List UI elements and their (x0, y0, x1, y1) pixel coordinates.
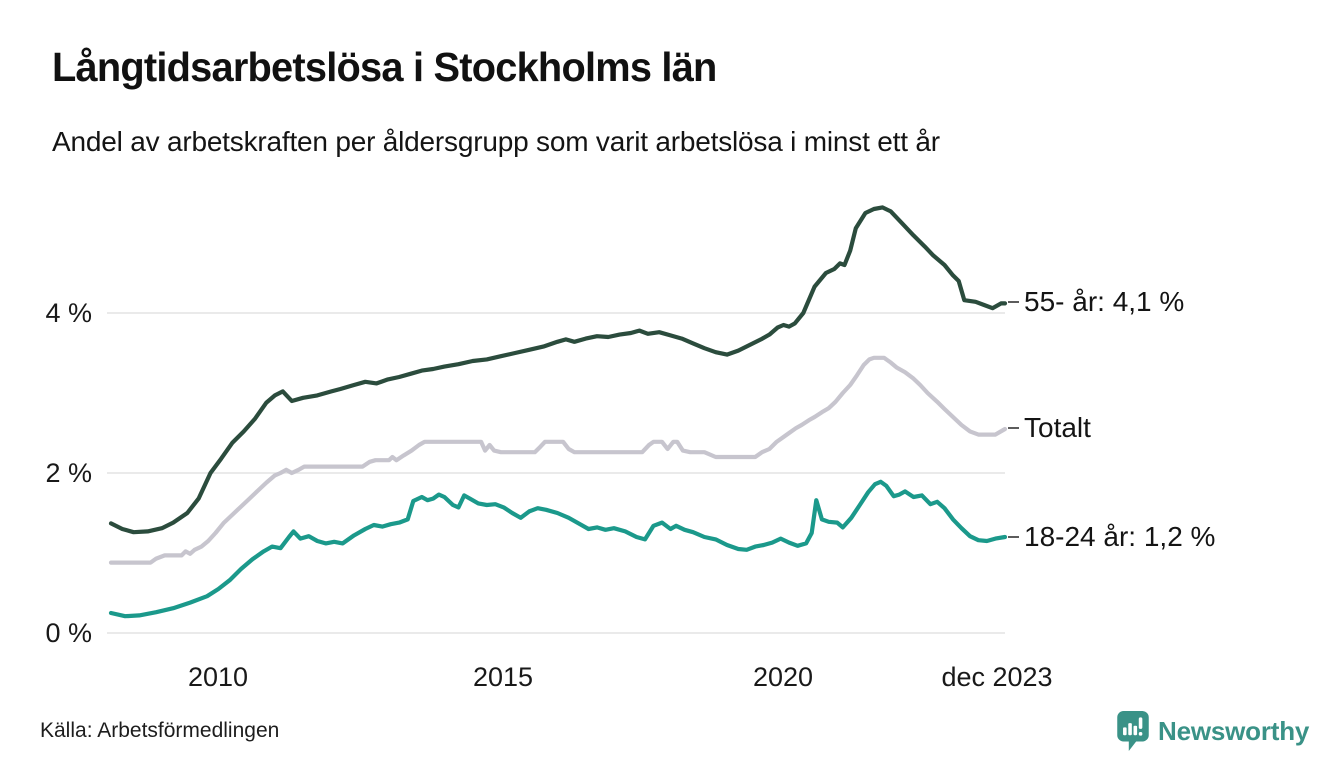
x-axis-label-2010: 2010 (187, 662, 249, 692)
label-tick-dash (1008, 426, 1019, 430)
page-subtitle: Andel av arbetskraften per åldersgrupp s… (52, 126, 940, 157)
y-axis-label-2: 2 % (45, 458, 92, 488)
x-axis-label-2020: 2020 (752, 662, 814, 692)
source-attribution: Källa: Arbetsförmedlingen (40, 719, 280, 742)
y-axis-label-0: 0 % (45, 618, 92, 648)
label-tick-dash (1008, 535, 1019, 539)
newsworthy-brand-link[interactable]: Newsworthy (1116, 710, 1309, 752)
page-title: Långtidsarbetslösa i Stockholms län (52, 44, 717, 90)
series-label-55: 55- år: 4,1 % (1008, 285, 1184, 319)
x-axis-label-dec-2023: dec 2023 (941, 662, 1053, 692)
series-label-totalt-text: Totalt (1024, 412, 1091, 443)
x-axis-label-2015: 2015 (472, 662, 534, 692)
label-tick-dash (1008, 300, 1019, 304)
series-label-55-text: 55- år: 4,1 % (1024, 286, 1185, 317)
series-label-18-24: 18-24 år: 1,2 % (1008, 520, 1215, 554)
series-label-18-24-text: 18-24 år: 1,2 % (1024, 521, 1216, 552)
newsworthy-wordmark: Newsworthy (1158, 715, 1310, 746)
bar-chart-speech-bubble-icon (1117, 711, 1149, 751)
series-label-totalt: Totalt (1008, 411, 1091, 445)
y-axis-label-4: 4 % (45, 298, 92, 328)
